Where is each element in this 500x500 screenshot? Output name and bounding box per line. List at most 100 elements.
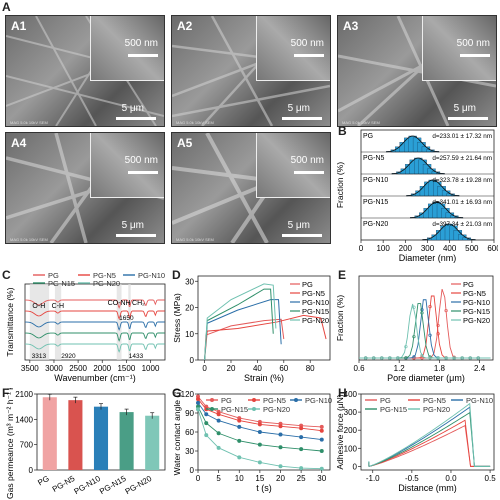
angle-point [237, 438, 242, 443]
stress-line-pg-n5 [204, 314, 327, 361]
x-category-label: PG-N20 [124, 474, 154, 497]
x-axis-label: Pore diameter (μm) [387, 373, 465, 383]
legend-label: PG-N15 [463, 307, 490, 316]
legend-label: PG [221, 396, 232, 405]
plot-frame [358, 275, 494, 361]
angle-point [299, 435, 304, 440]
pore-marker [436, 356, 440, 360]
x-tick-label: 2.4 [474, 364, 486, 373]
scale-bar [116, 117, 156, 120]
x-axis-label: t (s) [256, 483, 272, 493]
inset-scale-bar [128, 54, 158, 57]
fit-curve [422, 223, 476, 241]
angle-point [278, 464, 283, 469]
pore-marker [372, 356, 376, 360]
sem-image-a3: A3 500 nm 5 μm MAG 5.0k 10kV SEM [337, 15, 497, 127]
y-tick-label: 30 [185, 447, 194, 456]
angle-point [299, 426, 304, 431]
pore-marker [420, 311, 424, 315]
angle-point [204, 421, 209, 426]
ftir-line-pg-n15 [24, 332, 165, 342]
pore-marker [412, 335, 416, 339]
x-tick-label: 40 [253, 364, 262, 373]
angle-point [216, 431, 221, 436]
permeance-bar-pg [42, 397, 57, 470]
sem-image-a4: A4 500 nm 5 μm MAG 5.0k 10kV SEM [5, 132, 165, 244]
sem-meta: MAG 5.0k 10kV SEM [176, 120, 214, 125]
fit-curve [391, 157, 445, 175]
x-tick-label: 2000 [93, 364, 111, 373]
plot-frame [360, 393, 495, 471]
x-tick-label: 2500 [69, 364, 87, 373]
y-tick-label: 0 [190, 356, 195, 365]
panel-letter-d: D [172, 268, 181, 282]
y-axis-label: Water contact angle (°) [172, 388, 182, 475]
pore-marker [380, 356, 384, 360]
panel-letter-b: B [338, 124, 347, 138]
legend-label: PG-N20 [93, 279, 120, 288]
legend-label: PG-N10 [466, 396, 493, 405]
x-tick-label: 80 [306, 364, 315, 373]
series-annotation: d=341.01 ± 16.93 nm [432, 199, 492, 206]
legend-label: PG-N10 [138, 271, 165, 280]
pore-marker [428, 356, 432, 360]
x-tick-label: 300 [421, 244, 435, 253]
angle-line-pg-n5 [197, 398, 322, 432]
ftir-line-pg-n5 [24, 310, 165, 320]
annotation: CO-NH [108, 300, 131, 307]
x-tick-label: 1500 [117, 364, 135, 373]
panel-letter-a: A [2, 0, 11, 14]
x-tick-label: 0 [202, 364, 207, 373]
legend-label: PG-N5 [302, 289, 325, 298]
sem-label: A1 [11, 19, 27, 33]
inset-scale-label: 500 nm [290, 155, 324, 166]
angle-point [319, 424, 324, 429]
x-category-label: PG-N10 [72, 474, 102, 497]
band-highlight [116, 284, 122, 360]
legend-label: PG-N20 [423, 405, 450, 414]
y-tick-label: 200 [344, 426, 358, 435]
series-annotation: d=323.78 ± 19.28 nm [432, 177, 492, 184]
sem-inset [90, 16, 164, 81]
series-label: PG-N20 [363, 221, 388, 228]
y-axis-label: Fraction (%) [335, 162, 345, 208]
scale-label: 5 μm [287, 103, 310, 114]
sem-image-a5: A5 500 nm 5 μm MAG 5.0k 10kV SEM [171, 132, 331, 244]
y-tick-label: 10 [185, 330, 194, 339]
x-tick-label: 25 [297, 474, 306, 483]
angle-point [237, 418, 242, 423]
legend-label: PG-N5 [463, 289, 486, 298]
fit-curve [409, 201, 464, 219]
force-line-pg [368, 424, 491, 467]
sem-meta: MAG 5.0k 10kV SEM [342, 120, 380, 125]
annotation: 1650 [119, 315, 134, 322]
legend-label: PG [302, 280, 313, 289]
y-tick-label: 2100 [15, 390, 33, 399]
x-tick-label: 100 [376, 244, 390, 253]
x-tick-label: 20 [276, 474, 285, 483]
legend-marker [210, 398, 214, 402]
ftir-line-pg-n20 [24, 343, 165, 353]
panel-letter-e: E [338, 268, 347, 282]
inset-scale-label: 500 nm [456, 38, 490, 49]
pore-marker [396, 356, 400, 360]
plot-frame [24, 283, 166, 361]
pore-marker [428, 304, 432, 309]
chart-g-contact-angle: PG PG-N5 PG-N10 PG-N15 PG-N20 0 5 10 15 20 25 30 0 30… [172, 388, 332, 493]
pore-marker [436, 323, 440, 328]
permeance-bar-pg-n5 [68, 400, 83, 470]
x-tick-label: 0.6 [353, 364, 365, 373]
scale-bar [282, 117, 322, 120]
pore-marker [404, 356, 408, 360]
inset-scale-bar [294, 54, 324, 57]
angle-point [257, 460, 262, 465]
angle-line-pg-n20 [197, 409, 322, 470]
x-axis-label: Diameter (nm) [399, 253, 457, 263]
pore-marker [444, 356, 448, 360]
y-tick-label: 300 [344, 408, 358, 417]
stress-line-pg-n20 [204, 283, 277, 361]
y-axis-label: Stress (MPa) [172, 293, 182, 343]
